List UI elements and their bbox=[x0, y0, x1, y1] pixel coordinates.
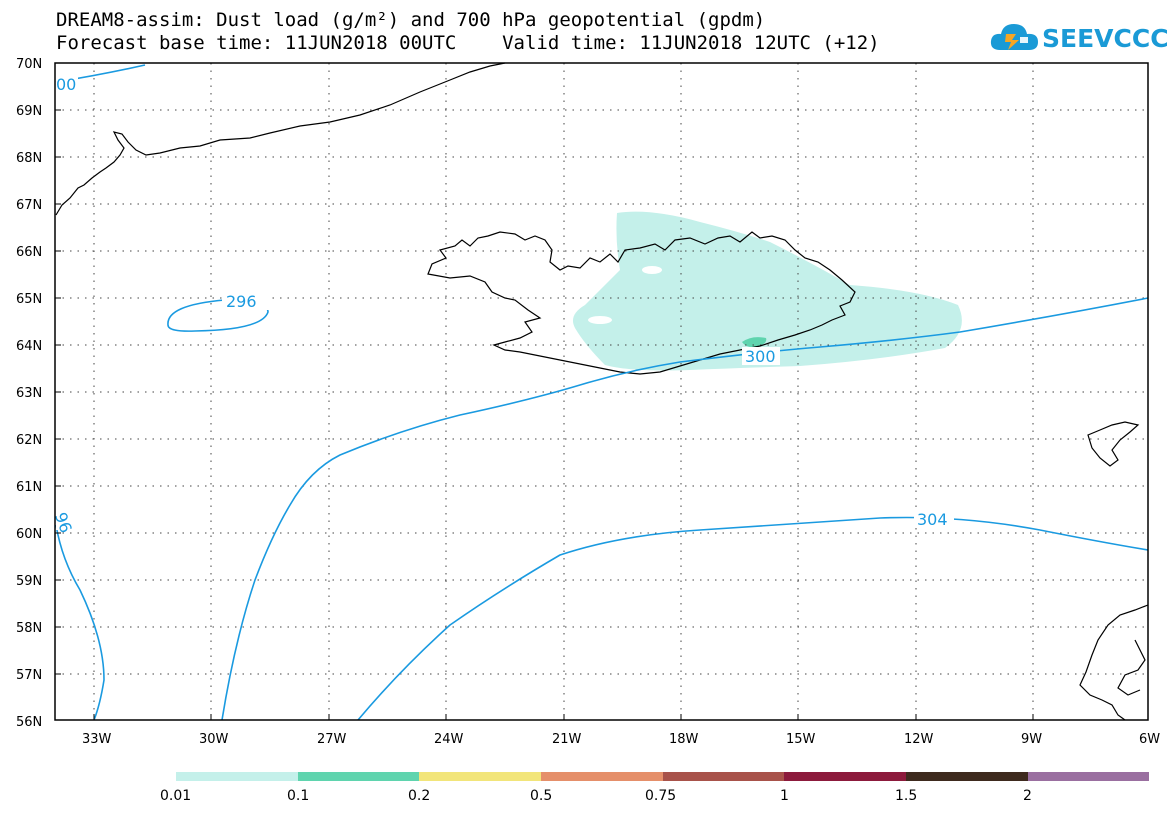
faroe-coast bbox=[1087, 421, 1140, 467]
geopotential-contours bbox=[55, 64, 1149, 721]
logo-text: SEEVCCC bbox=[1042, 24, 1169, 53]
map-subtitle: Forecast base time: 11JUN2018 00UTC Vali… bbox=[56, 32, 880, 54]
colorbar-segment bbox=[784, 772, 906, 781]
lat-label: 64N bbox=[16, 339, 42, 354]
lat-label: 63N bbox=[16, 386, 42, 401]
contour-labels: 296 300 304 00 96 bbox=[51, 75, 954, 535]
lon-label: 33W bbox=[82, 732, 112, 747]
contour-label: 304 bbox=[917, 510, 948, 529]
map-frame bbox=[54, 62, 1149, 721]
cloud-icon bbox=[990, 24, 1038, 50]
contour-304 bbox=[357, 516, 1149, 721]
dust-gap bbox=[588, 316, 612, 324]
lon-label: 6W bbox=[1139, 732, 1160, 747]
lon-label: 15W bbox=[786, 732, 816, 747]
colorbar-segment bbox=[663, 772, 784, 781]
colorbar-label: 1.5 bbox=[895, 788, 917, 804]
tick-marks bbox=[55, 62, 1034, 720]
lat-label: 68N bbox=[16, 151, 42, 166]
contour-label: 300 bbox=[745, 347, 776, 366]
graticule bbox=[55, 63, 1148, 720]
coastlines bbox=[55, 62, 1149, 721]
contour-label: 00 bbox=[56, 75, 76, 94]
contour-296-left bbox=[55, 524, 105, 721]
contour-296-loop bbox=[167, 299, 269, 332]
lat-label: 59N bbox=[16, 574, 42, 589]
lat-label: 66N bbox=[16, 245, 42, 260]
contour-300 bbox=[221, 297, 1149, 721]
colorbar-label: 0.2 bbox=[408, 788, 430, 804]
scotland-coast bbox=[1079, 604, 1149, 721]
lat-label: 70N bbox=[16, 57, 42, 72]
colorbar-segment bbox=[906, 772, 1028, 781]
colorbar-segment bbox=[298, 772, 419, 781]
lon-label: 18W bbox=[669, 732, 699, 747]
seevccc-logo: SEEVCCC bbox=[990, 20, 1169, 60]
lat-label: 62N bbox=[16, 433, 42, 448]
lon-label: 9W bbox=[1021, 732, 1042, 747]
colorbar-label: 0.1 bbox=[287, 788, 309, 804]
colorbar-segment bbox=[1028, 772, 1149, 781]
lat-label: 56N bbox=[16, 715, 42, 730]
colorbar: 0.01 0.1 0.2 0.5 0.75 1 1.5 2 bbox=[160, 772, 1149, 804]
latitude-labels: 70N 69N 68N 67N 66N 65N 64N 63N 62N 61N … bbox=[16, 57, 42, 730]
lat-label: 61N bbox=[16, 480, 42, 495]
lon-label: 21W bbox=[552, 732, 582, 747]
lon-label: 30W bbox=[199, 732, 229, 747]
colorbar-segment bbox=[541, 772, 663, 781]
iceland-coast bbox=[427, 231, 856, 375]
lat-label: 58N bbox=[16, 621, 42, 636]
lat-label: 69N bbox=[16, 104, 42, 119]
colorbar-segment bbox=[419, 772, 541, 781]
lon-label: 24W bbox=[434, 732, 464, 747]
contour-label: 296 bbox=[226, 292, 257, 311]
lat-label: 60N bbox=[16, 527, 42, 542]
colorbar-label: 2 bbox=[1023, 788, 1032, 804]
colorbar-label: 0.75 bbox=[645, 788, 676, 804]
lon-label: 12W bbox=[904, 732, 934, 747]
dust-gap bbox=[642, 266, 662, 274]
lat-label: 57N bbox=[16, 668, 42, 683]
lon-label: 27W bbox=[317, 732, 347, 747]
colorbar-label: 0.01 bbox=[160, 788, 191, 804]
colorbar-label: 1 bbox=[780, 788, 789, 804]
colorbar-segment bbox=[176, 772, 298, 781]
scotland-coast-inner bbox=[1117, 639, 1146, 696]
colorbar-label: 0.5 bbox=[530, 788, 552, 804]
lat-label: 65N bbox=[16, 292, 42, 307]
lat-label: 67N bbox=[16, 198, 42, 213]
map-title: DREAM8-assim: Dust load (g/m²) and 700 h… bbox=[56, 9, 766, 31]
greenland-coast bbox=[55, 62, 506, 216]
longitude-labels: 33W 30W 27W 24W 21W 18W 15W 12W 9W 6W bbox=[82, 732, 1160, 747]
